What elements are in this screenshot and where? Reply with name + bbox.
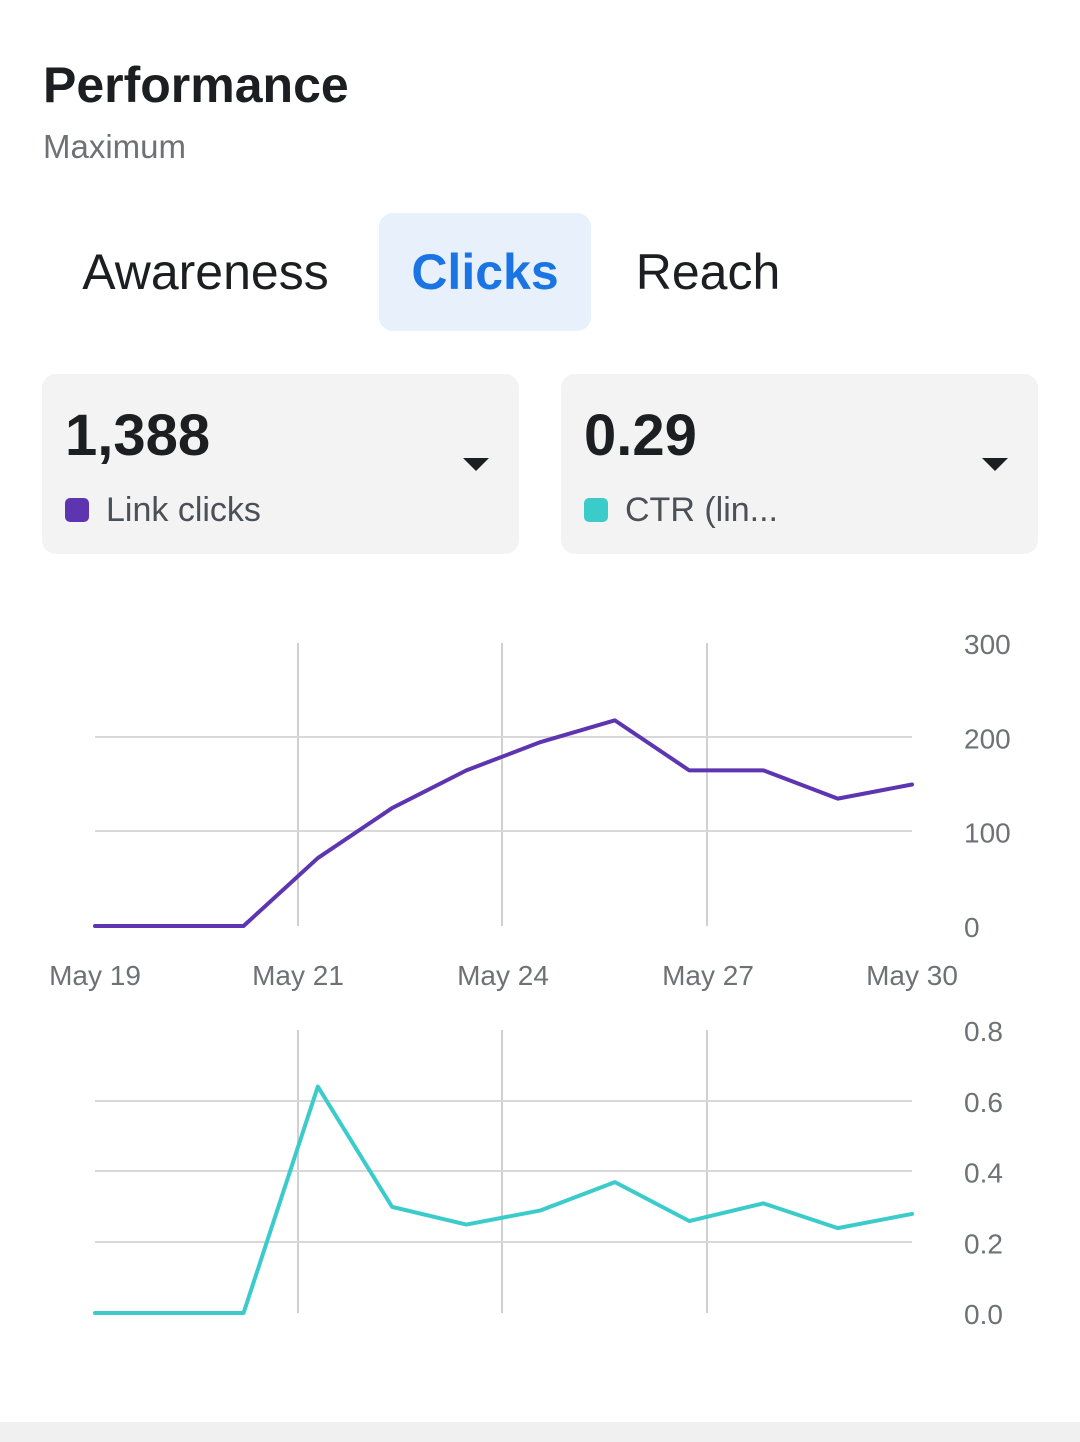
y-tick-label: 0 [964,912,980,943]
page-title: Performance [43,57,349,113]
x-tick-label: May 27 [662,960,754,991]
y-tick-label: 100 [964,818,1011,849]
legend-swatch [65,498,89,522]
y-tick-label: 300 [964,629,1011,660]
metric-card-ctr[interactable]: 0.29 CTR (lin... [561,374,1038,554]
caret-down-icon[interactable] [463,458,489,471]
metric-label: CTR (lin... [625,491,778,529]
y-tick-label: 0.2 [964,1228,1003,1259]
y-tick-label: 200 [964,723,1011,754]
series-line [93,718,914,928]
metric-value: 1,388 [65,403,211,468]
x-tick-label: May 21 [252,960,344,991]
tab-awareness[interactable]: Awareness [82,244,329,300]
x-tick-label: May 19 [49,960,141,991]
bottom-divider [0,1422,1080,1442]
tab-clicks[interactable]: Clicks [379,213,591,331]
y-tick-label: 0.0 [964,1299,1003,1330]
y-tick-label: 0.6 [964,1087,1003,1118]
legend-swatch [584,498,608,522]
metric-value: 0.29 [584,403,697,468]
page-subtitle: Maximum [43,128,187,165]
x-tick-label: May 30 [866,960,958,991]
metric-tabs: Awareness Clicks Reach [0,213,1080,331]
metric-card-link-clicks[interactable]: 1,388 Link clicks [42,374,519,554]
series-line [93,1084,914,1315]
tab-reach[interactable]: Reach [635,244,781,300]
metric-label: Link clicks [106,491,261,529]
performance-charts: 300 200 100 0 May 19 May 21 May 24 May 27 May 30… [49,629,1011,1330]
x-tick-label: May 24 [457,960,549,991]
y-tick-label: 0.4 [964,1158,1003,1189]
caret-down-icon[interactable] [982,458,1008,471]
y-tick-label: 0.8 [964,1016,1003,1047]
